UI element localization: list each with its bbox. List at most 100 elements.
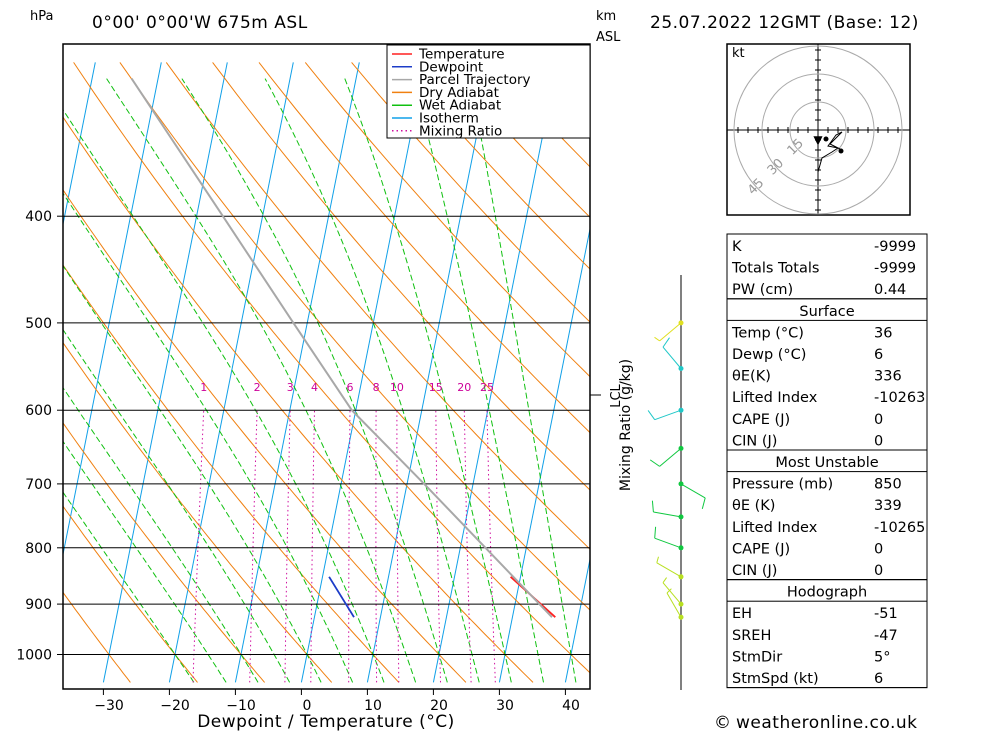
- copyright-symbol: ©: [714, 713, 732, 733]
- isotherm-line: [63, 62, 96, 227]
- index-label: Dewp (°C): [732, 347, 806, 363]
- index-label: EH: [732, 606, 752, 622]
- wind-barb-staff: [659, 322, 682, 342]
- isotherm-line: [63, 62, 162, 557]
- isotherm-line: [366, 62, 492, 683]
- wet-adiabat-line: [264, 78, 480, 683]
- isotherm-line: [498, 226, 590, 683]
- hodograph-ring: [789, 101, 847, 159]
- mixing-ratio-line: [348, 410, 351, 683]
- index-value: -9999: [874, 239, 916, 255]
- index-value: -47: [874, 628, 898, 644]
- legend-label-temperature: Temperature: [418, 47, 505, 63]
- hodograph-indices-title: Hodograph: [787, 585, 867, 601]
- mixing-ratio-label: 25: [480, 381, 494, 394]
- wind-barb-flag: [654, 526, 657, 539]
- wind-barb-dot: [678, 574, 684, 580]
- pressure-tick-label: 800: [25, 541, 52, 557]
- pressure-tick-label: 1000: [16, 648, 52, 664]
- dry-adiabat-line: [63, 264, 400, 683]
- wind-barb-flag: [651, 500, 654, 513]
- wet-adiabat-line: [181, 78, 448, 683]
- wind-barb-dot: [678, 545, 684, 551]
- dry-adiabat-line: [73, 62, 590, 674]
- pressure-unit-label: hPa: [30, 9, 53, 24]
- index-table: K -9999 Totals Totals -9999 PW (cm) 0.44 Surfa…: [726, 233, 928, 689]
- temperature-tick-label: 10: [364, 698, 382, 714]
- mixing-ratio-label: 4: [311, 381, 318, 394]
- location-title: 0°00' 0°00'W 675m ASL: [92, 13, 308, 33]
- wind-barbs: [647, 320, 706, 620]
- dry-adiabat-line: [63, 341, 333, 683]
- wet-adiabat-line: [344, 78, 512, 683]
- index-value: 0: [874, 563, 883, 579]
- dry-adiabat-line: [63, 422, 265, 683]
- index-value: 339: [874, 498, 902, 514]
- dry-adiabat-line: [258, 62, 590, 434]
- surface-title: Surface: [799, 304, 854, 320]
- index-value: 6: [874, 671, 883, 687]
- temperature-tick-label: 30: [496, 698, 514, 714]
- parcel-series-line: [130, 78, 553, 618]
- wind-barb-flag: [662, 337, 670, 348]
- dry-adiabat-line: [351, 62, 590, 323]
- wind-barb-half-flag: [662, 577, 668, 583]
- temperature-tick-label: −10: [226, 698, 256, 714]
- index-label: CAPE (J): [732, 412, 790, 428]
- mixing-ratio-label: 2: [254, 381, 261, 394]
- index-label: Lifted Index: [732, 390, 818, 406]
- index-value: 0: [874, 433, 883, 449]
- hodograph-section-box: [726, 579, 928, 689]
- index-label: θE(K): [732, 369, 771, 385]
- mixing-ratio-line: [435, 410, 441, 683]
- dry-adiabat-line: [443, 62, 590, 219]
- wind-barb-dot: [678, 614, 684, 620]
- wind-barb-dot: [678, 366, 684, 371]
- index-value: 6: [874, 347, 883, 363]
- x-axis-label: Dewpoint / Temperature (°C): [197, 712, 455, 732]
- isotherm-line: [0, 62, 29, 682]
- index-label: CIN (J): [732, 563, 777, 579]
- wet-adiabat-line: [469, 78, 577, 683]
- index-label: SREH: [732, 628, 771, 644]
- index-label: Lifted Index: [732, 520, 818, 536]
- wind-barb-staff: [653, 511, 682, 518]
- site-credit: weatheronline.co.uk: [736, 713, 918, 733]
- dry-adiabat-line: [63, 189, 467, 683]
- pressure-tick-label: 700: [25, 477, 52, 493]
- dry-adiabat-line: [397, 62, 590, 270]
- hodograph-point: [838, 148, 844, 154]
- index-label: StmSpd (kt): [732, 671, 819, 687]
- asl-label: ASL: [596, 30, 621, 45]
- storm-motion-marker: ▼: [813, 133, 823, 147]
- wet-adiabat-line: [63, 440, 227, 683]
- wind-barb-staff: [662, 582, 682, 605]
- index-label: K: [732, 239, 742, 255]
- dry-adiabat-line: [63, 505, 198, 683]
- isotherm-line: [564, 556, 590, 683]
- hodograph-ring: [761, 73, 875, 187]
- mixing-ratio-line: [284, 410, 291, 683]
- index-value: 36: [874, 325, 892, 341]
- wind-barb-staff: [656, 562, 682, 578]
- index-value: -10265: [874, 520, 925, 536]
- index-label: θE (K): [732, 498, 775, 514]
- wind-barb-dot: [678, 601, 684, 607]
- isotherm-line: [234, 62, 360, 683]
- datetime-title: 25.07.2022 12GMT (Base: 12): [650, 13, 919, 33]
- index-value: 336: [874, 369, 902, 385]
- plot-frame: [62, 43, 591, 690]
- index-value: -51: [874, 606, 898, 622]
- index-label: CAPE (J): [732, 541, 790, 557]
- wet-adiabat-line: [63, 386, 259, 683]
- index-value: 0: [874, 541, 883, 557]
- index-value: 850: [874, 477, 902, 493]
- wind-barb-dot: [678, 514, 684, 520]
- index-value: -9999: [874, 261, 916, 277]
- plot-background-lines: [0, 62, 590, 683]
- dry-adiabat-line: [119, 62, 590, 611]
- index-value: -10263: [874, 390, 925, 406]
